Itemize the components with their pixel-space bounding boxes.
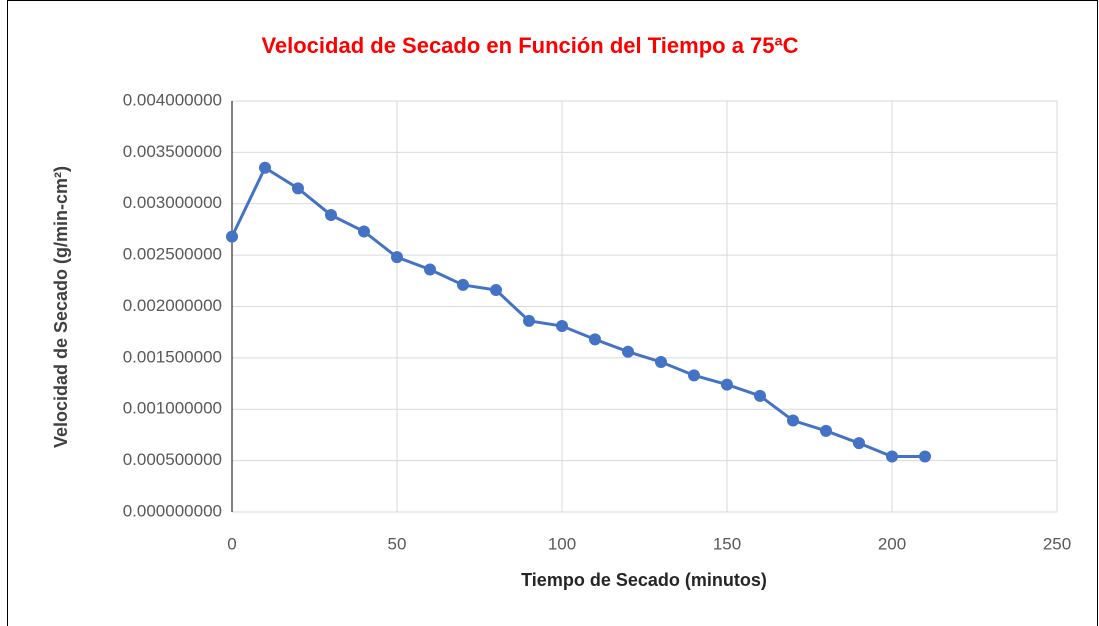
y-tick-label: 0.002000000 [123,296,222,315]
data-point [556,320,568,333]
data-point [853,437,865,450]
data-point [391,251,403,264]
data-point [688,369,700,382]
x-tick-label: 150 [713,534,741,553]
data-point [589,333,601,346]
x-axis-label: Tiempo de Secado (minutos) [521,570,767,590]
y-tick-label: 0.001000000 [123,399,222,418]
y-tick-label: 0.000000000 [123,501,222,520]
data-point [523,314,535,327]
data-point [226,230,238,243]
data-point [754,389,766,402]
data-point [919,450,931,463]
data-point [820,424,832,437]
data-line [230,165,925,459]
x-tick-label: 200 [878,534,906,553]
y-tick-label: 0.001500000 [123,347,222,366]
y-tick-label: 0.003500000 [123,142,222,161]
x-tick-label: 250 [1043,534,1071,553]
y-tick-label: 0.004000000 [123,90,222,109]
x-tick-label: 0 [227,534,236,553]
data-point [424,263,436,276]
y-axis-label: Velocidad de Secado (g/min-cm²) [51,166,71,448]
data-point [721,378,733,391]
data-point [622,345,634,358]
data-point [886,450,898,463]
data-point [457,278,469,291]
data-point [259,161,271,174]
data-point [490,284,502,297]
data-point [358,225,370,238]
y-tick-label: 0.000500000 [123,450,222,469]
data-point [787,414,799,427]
x-tick-label: 50 [388,534,407,553]
x-tick-label: 100 [548,534,576,553]
chart-title: Velocidad de Secado en Función del Tiemp… [261,33,798,58]
y-tick-label: 0.002500000 [123,245,222,264]
data-point [655,355,667,368]
y-tick-label: 0.003000000 [123,193,222,212]
data-point [292,182,304,195]
data-point [325,209,337,222]
chart-border [7,0,1098,626]
